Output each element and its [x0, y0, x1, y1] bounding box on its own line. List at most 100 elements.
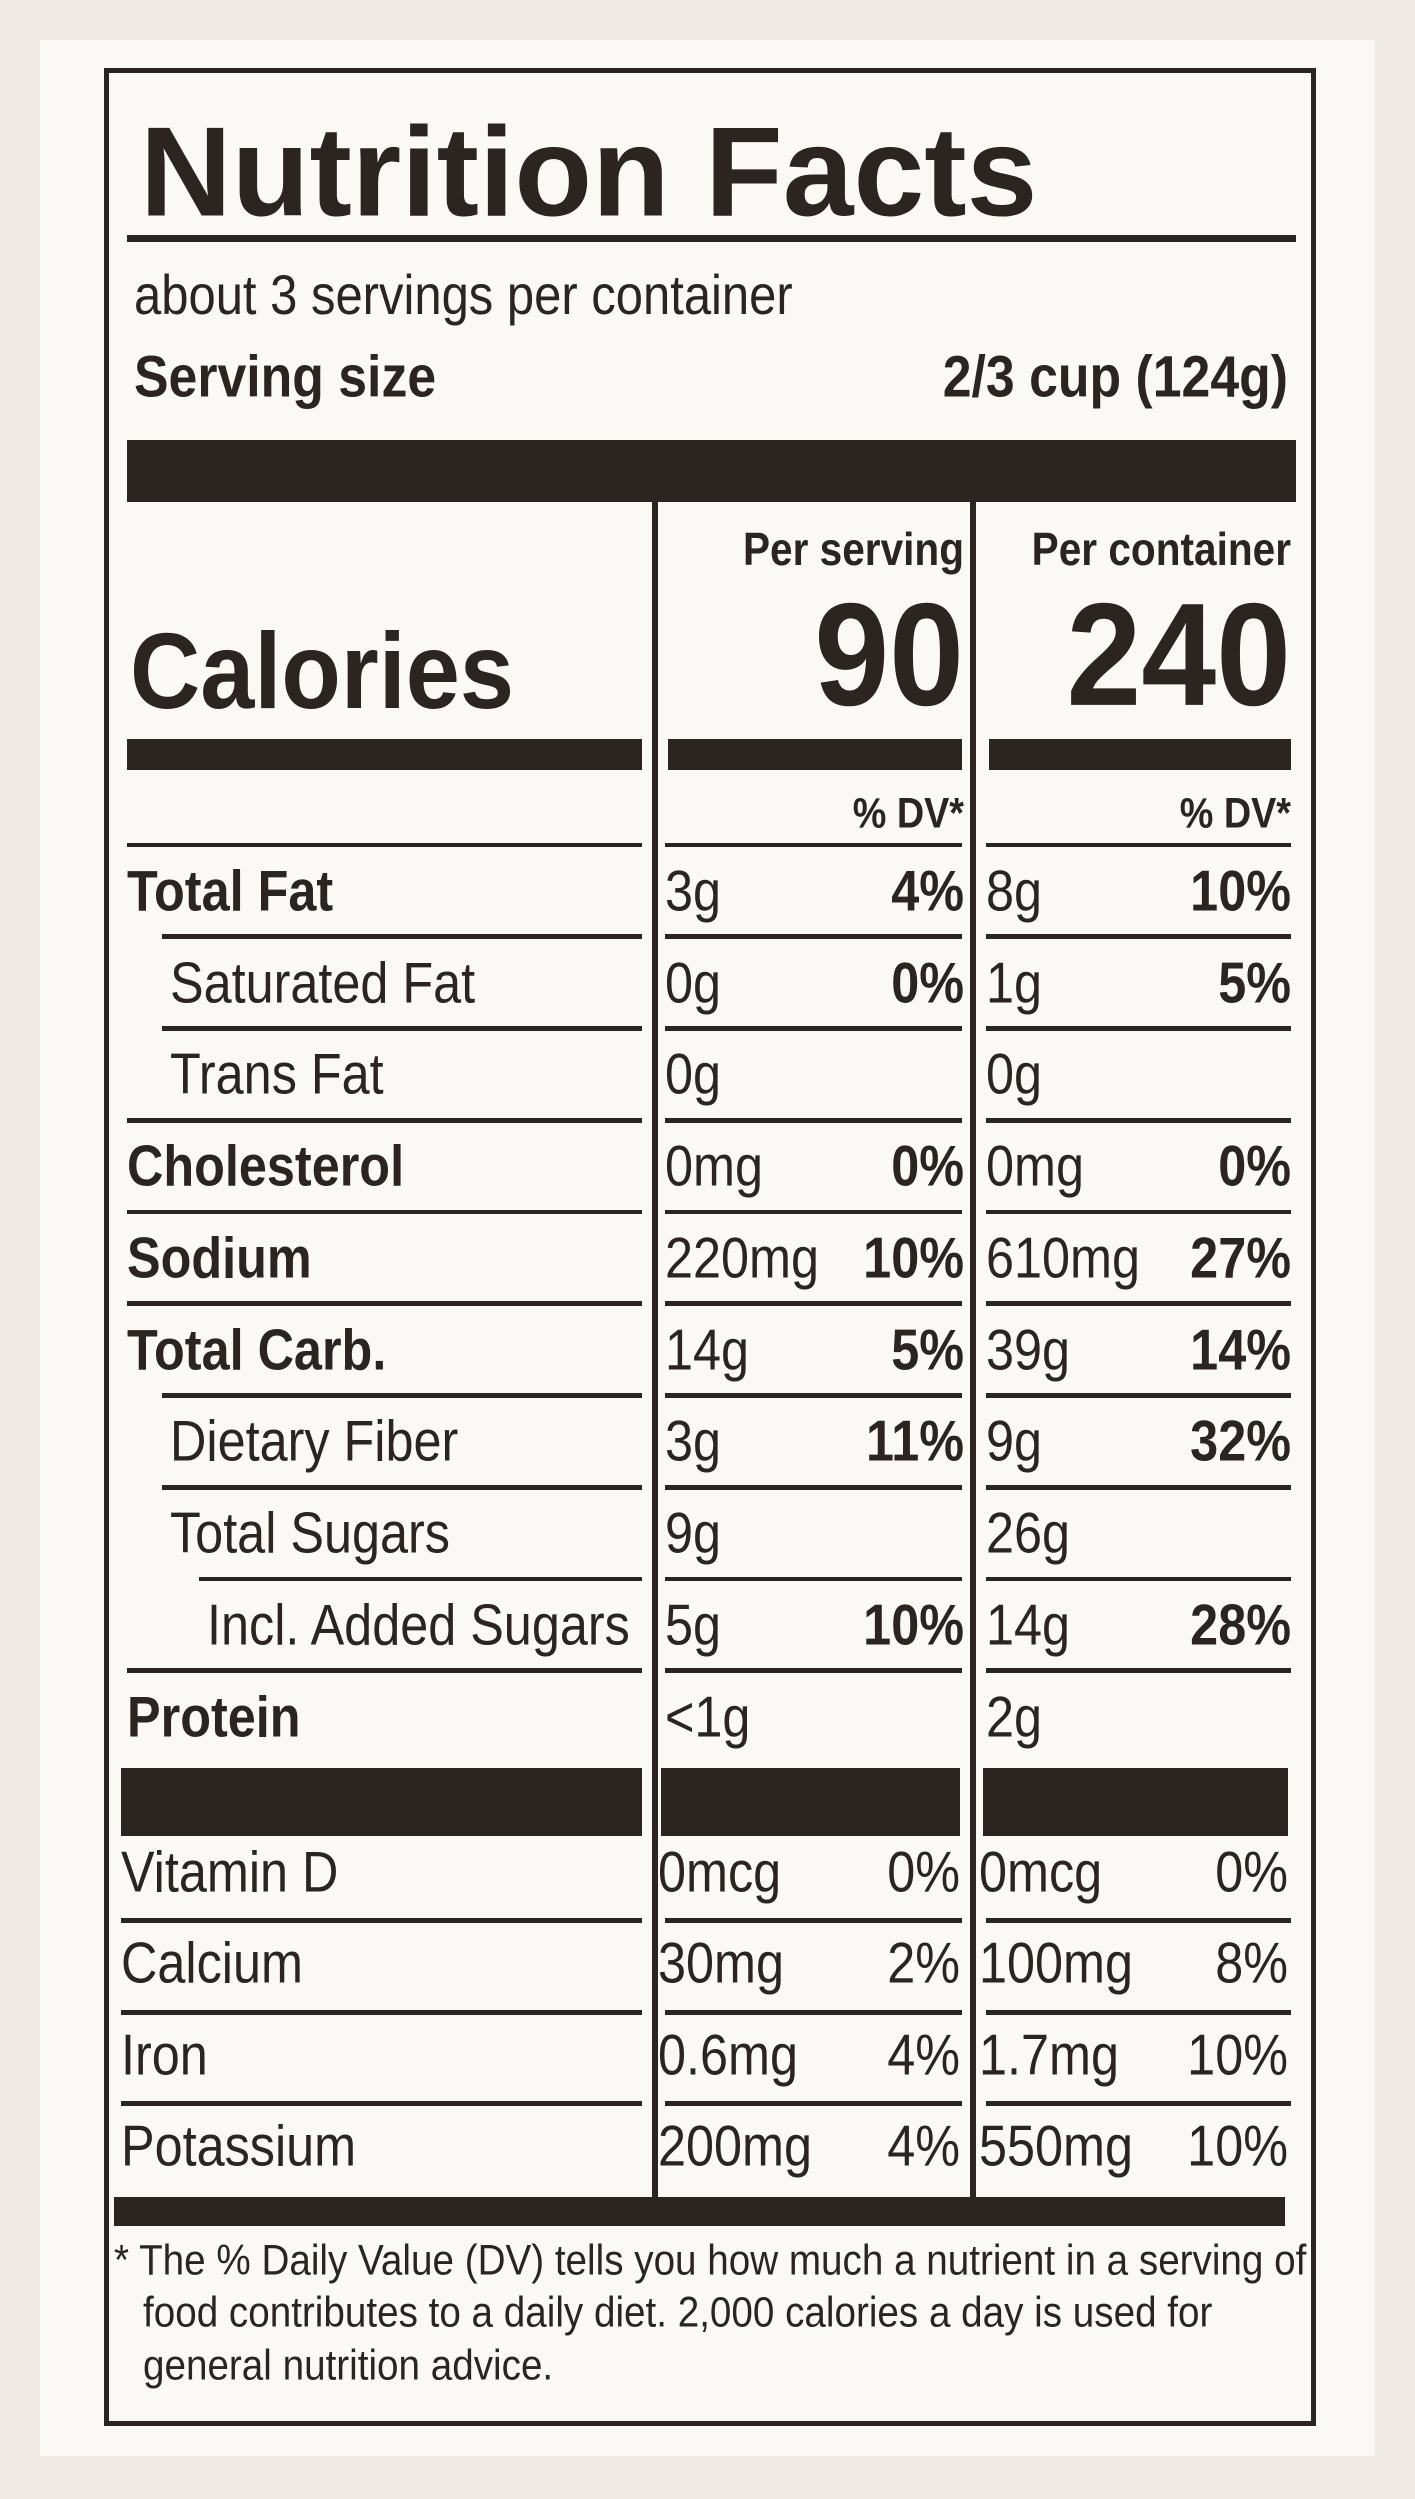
row-rule	[162, 1484, 643, 1490]
amount: 1.7mg	[979, 2023, 1120, 2088]
row-rule	[664, 1026, 962, 1031]
nutrient-name: Total Fat	[127, 859, 334, 924]
amount: 220mg	[664, 1226, 819, 1291]
daily-value: 0%	[887, 1840, 961, 1905]
amount: 26g	[985, 1501, 1070, 1566]
amount: 1g	[985, 951, 1042, 1016]
row-rule	[120, 1918, 643, 1924]
amount: 30mg	[658, 1931, 785, 1996]
daily-value: 0%	[1218, 1134, 1292, 1199]
column-header: Per serving	[742, 522, 964, 575]
amount: 0g	[664, 951, 721, 1016]
nutrient-name: Saturated Fat	[170, 951, 476, 1016]
amount: 100mg	[979, 1931, 1134, 1996]
row-rule	[162, 934, 643, 940]
amount: <1g	[664, 1685, 751, 1750]
amount: 550mg	[979, 2114, 1134, 2179]
row-rule	[664, 1393, 962, 1398]
nutrient-name: Sodium	[127, 1226, 312, 1291]
footnote: general nutrition advice.	[143, 2341, 554, 2390]
amount: 9g	[664, 1501, 721, 1566]
vitamin-name: Vitamin D	[120, 1840, 339, 1905]
row-rule	[127, 1209, 643, 1215]
daily-value: 10%	[1190, 859, 1292, 924]
vitamin-name: Calcium	[120, 1931, 303, 1996]
footnote: * The % Daily Value (DV) tells you how m…	[114, 2236, 1307, 2285]
row-rule	[120, 2101, 643, 2106]
daily-value: 11%	[865, 1409, 964, 1474]
daily-value: 4%	[887, 2023, 961, 2088]
row-rule	[664, 1484, 962, 1490]
row-rule	[985, 934, 1292, 940]
daily-value: 0%	[1215, 1840, 1288, 1905]
servings: about 3 servings per container	[133, 263, 793, 326]
row-rule	[664, 934, 962, 940]
row-rule	[985, 842, 1292, 848]
serving-size-value: 2/3 cup (124g)	[942, 344, 1288, 410]
daily-value: 32%	[1190, 1409, 1292, 1474]
daily-value: 5%	[1218, 951, 1292, 1016]
daily-value: 10%	[1187, 2023, 1288, 2088]
calories-bar	[667, 739, 962, 770]
row-rule	[985, 2009, 1292, 2015]
vitamin-name: Iron	[120, 2023, 208, 2088]
nutrient-name: Incl. Added Sugars	[206, 1593, 630, 1658]
nutrient-name: Dietary Fiber	[170, 1409, 459, 1474]
row-rule	[664, 2009, 962, 2015]
label-frame	[104, 68, 1316, 2426]
row-rule	[985, 1918, 1292, 1924]
row-rule	[985, 1484, 1292, 1490]
column-divider	[651, 502, 659, 2203]
dv-header: % DV*	[1179, 789, 1292, 838]
daily-value: 28%	[1190, 1593, 1292, 1658]
daily-value: 4%	[887, 2114, 961, 2179]
row-rule	[198, 1576, 643, 1582]
amount: 5g	[664, 1593, 721, 1658]
daily-value: 10%	[1187, 2114, 1288, 2179]
row-rule	[664, 1209, 962, 1215]
row-rule	[664, 1668, 962, 1674]
thick-bar	[982, 1768, 1288, 1837]
calories-label: Calories	[130, 609, 515, 731]
daily-value: 5%	[890, 1318, 964, 1383]
row-rule	[127, 1668, 643, 1674]
nutrient-name: Cholesterol	[127, 1134, 405, 1199]
daily-value: 14%	[1190, 1318, 1292, 1383]
nutrient-name: Trans Fat	[170, 1042, 384, 1107]
calories-bar	[127, 739, 643, 770]
row-rule	[127, 1301, 643, 1307]
calories-bar	[988, 739, 1292, 770]
amount: 0.6mg	[658, 2023, 799, 2088]
nutrient-name: Protein	[127, 1685, 301, 1750]
column-divider	[969, 502, 977, 2203]
daily-value: 8%	[1215, 1931, 1288, 1996]
amount: 9g	[985, 1409, 1042, 1474]
daily-value: 4%	[890, 859, 964, 924]
amount: 14g	[664, 1318, 749, 1383]
amount: 0mg	[664, 1134, 763, 1199]
row-rule	[127, 1117, 643, 1123]
row-rule	[162, 1026, 643, 1031]
row-rule	[664, 1301, 962, 1307]
amount: 3g	[664, 1409, 721, 1474]
row-rule	[664, 842, 962, 848]
daily-value: 0%	[890, 951, 964, 1016]
amount: 8g	[985, 859, 1042, 924]
amount: 3g	[664, 859, 721, 924]
row-rule	[664, 1918, 962, 1924]
title: Nutrition Facts	[139, 100, 1038, 243]
amount: 2g	[985, 1685, 1042, 1750]
footnote: food contributes to a daily diet. 2,000 …	[143, 2288, 1213, 2337]
row-rule	[985, 1393, 1292, 1398]
daily-value: 2%	[887, 1931, 961, 1996]
thick-bar	[120, 1768, 643, 1837]
row-rule	[664, 2101, 962, 2106]
row-rule	[985, 1301, 1292, 1307]
daily-value: 10%	[862, 1593, 964, 1658]
amount: 0mcg	[658, 1840, 782, 1905]
row-rule	[985, 1576, 1292, 1582]
vitamin-name: Potassium	[120, 2114, 356, 2179]
daily-value: 27%	[1190, 1226, 1292, 1291]
nutrient-name: Total Sugars	[170, 1501, 451, 1566]
